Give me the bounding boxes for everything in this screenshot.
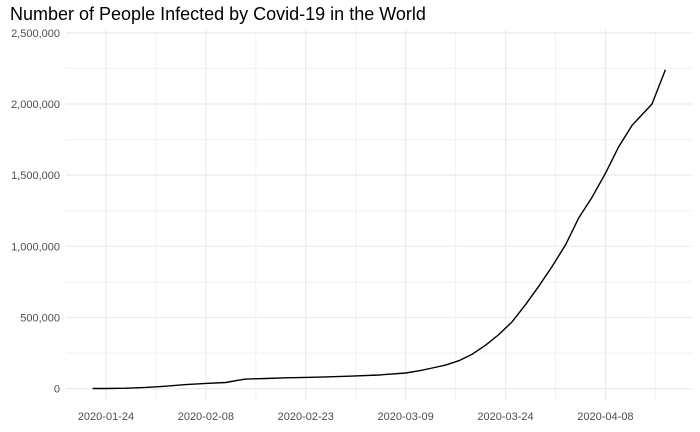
- y-tick-label: 2,000,000: [11, 99, 60, 111]
- x-tick-label: 2020-02-23: [278, 411, 334, 423]
- y-tick-label: 500,000: [20, 312, 60, 324]
- chart-title: Number of People Infected by Covid-19 in…: [10, 4, 426, 24]
- x-tick-label: 2020-03-09: [377, 411, 433, 423]
- y-tick-label: 1,000,000: [11, 241, 60, 253]
- x-tick-label: 2020-02-08: [178, 411, 234, 423]
- y-tick-label: 2,500,000: [11, 28, 60, 40]
- x-tick-label: 2020-01-24: [78, 411, 134, 423]
- x-tick-label: 2020-04-08: [577, 411, 633, 423]
- series-line: [92, 69, 667, 390]
- y-tick-label: 1,500,000: [11, 170, 60, 182]
- x-tick-label: 2020-03-24: [477, 411, 533, 423]
- y-tick-label: 0: [54, 384, 60, 396]
